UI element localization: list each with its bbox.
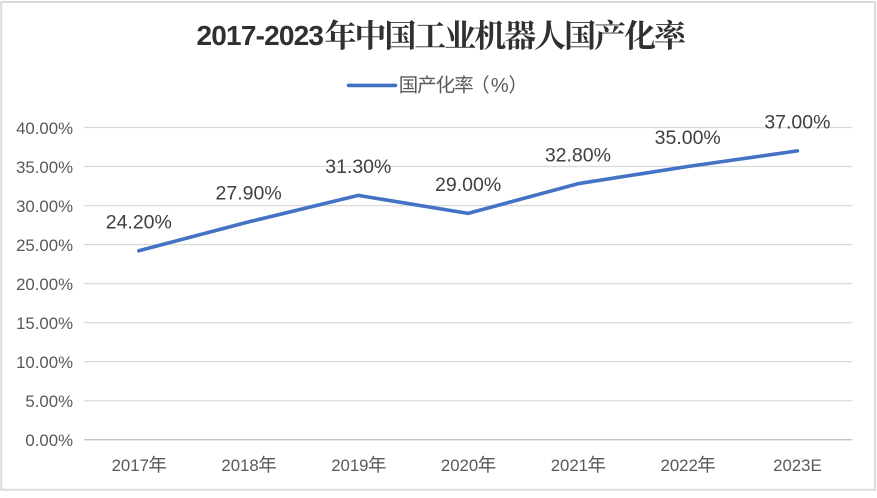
svg-text:37.00%: 37.00% (764, 112, 830, 134)
svg-text:29.00%: 29.00% (435, 174, 501, 196)
svg-text:10.00%: 10.00% (16, 353, 73, 372)
svg-text:25.00%: 25.00% (16, 236, 73, 255)
svg-text:30.00%: 30.00% (16, 197, 73, 216)
svg-text:%: % (491, 75, 509, 97)
svg-text:20.00%: 20.00% (16, 275, 73, 294)
svg-text:2019: 2019 (331, 456, 368, 475)
svg-text:2021: 2021 (551, 456, 588, 475)
svg-text:35.00%: 35.00% (16, 158, 73, 177)
svg-text:2017-2023: 2017-2023 (197, 20, 324, 51)
svg-text:35.00%: 35.00% (655, 127, 721, 149)
svg-text:5.00%: 5.00% (25, 392, 73, 411)
svg-text:27.90%: 27.90% (216, 183, 282, 205)
svg-text:40.00%: 40.00% (16, 119, 73, 138)
svg-text:0.00%: 0.00% (25, 431, 73, 450)
svg-text:2020: 2020 (441, 456, 478, 475)
svg-text:2023E: 2023E (773, 456, 822, 475)
svg-text:15.00%: 15.00% (16, 314, 73, 333)
svg-text:24.20%: 24.20% (106, 212, 172, 234)
svg-text:2017: 2017 (112, 456, 149, 475)
svg-text:32.80%: 32.80% (545, 144, 611, 166)
svg-text:31.30%: 31.30% (325, 156, 391, 178)
svg-text:2018: 2018 (221, 456, 258, 475)
svg-text:2022: 2022 (661, 456, 698, 475)
